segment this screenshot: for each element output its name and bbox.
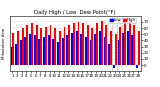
Bar <box>54 28 56 65</box>
Bar <box>34 35 36 65</box>
Bar <box>15 44 17 65</box>
Bar <box>66 35 68 65</box>
Bar <box>110 31 112 65</box>
Bar <box>29 34 31 65</box>
Bar <box>52 39 54 65</box>
Bar <box>118 40 119 65</box>
Bar <box>59 31 61 65</box>
Bar <box>36 25 37 65</box>
Bar <box>50 25 52 65</box>
Legend: Low, High: Low, High <box>109 18 136 23</box>
Bar <box>124 22 126 65</box>
Bar <box>78 22 79 65</box>
Bar <box>68 25 70 65</box>
Bar <box>99 31 101 65</box>
Title: Daily High / Low  Dew Point(°F): Daily High / Low Dew Point(°F) <box>34 10 116 15</box>
Bar <box>115 34 117 65</box>
Bar <box>92 28 93 65</box>
Bar <box>129 21 131 65</box>
Bar <box>105 25 107 65</box>
Bar <box>101 21 103 65</box>
Bar <box>31 23 33 65</box>
Bar <box>108 44 110 65</box>
Bar <box>71 33 73 65</box>
Text: Milwaukee dew: Milwaukee dew <box>2 28 6 59</box>
Bar <box>113 65 115 68</box>
Bar <box>48 35 50 65</box>
Bar <box>73 23 75 65</box>
Bar <box>85 37 87 65</box>
Bar <box>20 40 22 65</box>
Bar <box>132 35 133 65</box>
Bar <box>87 25 89 65</box>
Bar <box>26 25 28 65</box>
Bar <box>80 34 82 65</box>
Bar <box>57 42 59 65</box>
Bar <box>17 31 19 65</box>
Bar <box>119 27 121 65</box>
Bar <box>43 37 45 65</box>
Bar <box>136 65 138 68</box>
Bar <box>127 31 129 65</box>
Bar <box>24 37 26 65</box>
Bar <box>90 40 92 65</box>
Bar <box>76 31 78 65</box>
Bar <box>64 27 65 65</box>
Bar <box>122 33 124 65</box>
Bar <box>62 38 64 65</box>
Bar <box>94 34 96 65</box>
Bar <box>40 28 42 65</box>
Bar <box>82 23 84 65</box>
Bar <box>138 31 140 65</box>
Bar <box>45 27 47 65</box>
Bar <box>133 25 135 65</box>
Bar <box>22 28 24 65</box>
Bar <box>12 33 14 65</box>
Bar <box>38 39 40 65</box>
Bar <box>96 23 98 65</box>
Bar <box>11 47 12 65</box>
Bar <box>104 37 105 65</box>
